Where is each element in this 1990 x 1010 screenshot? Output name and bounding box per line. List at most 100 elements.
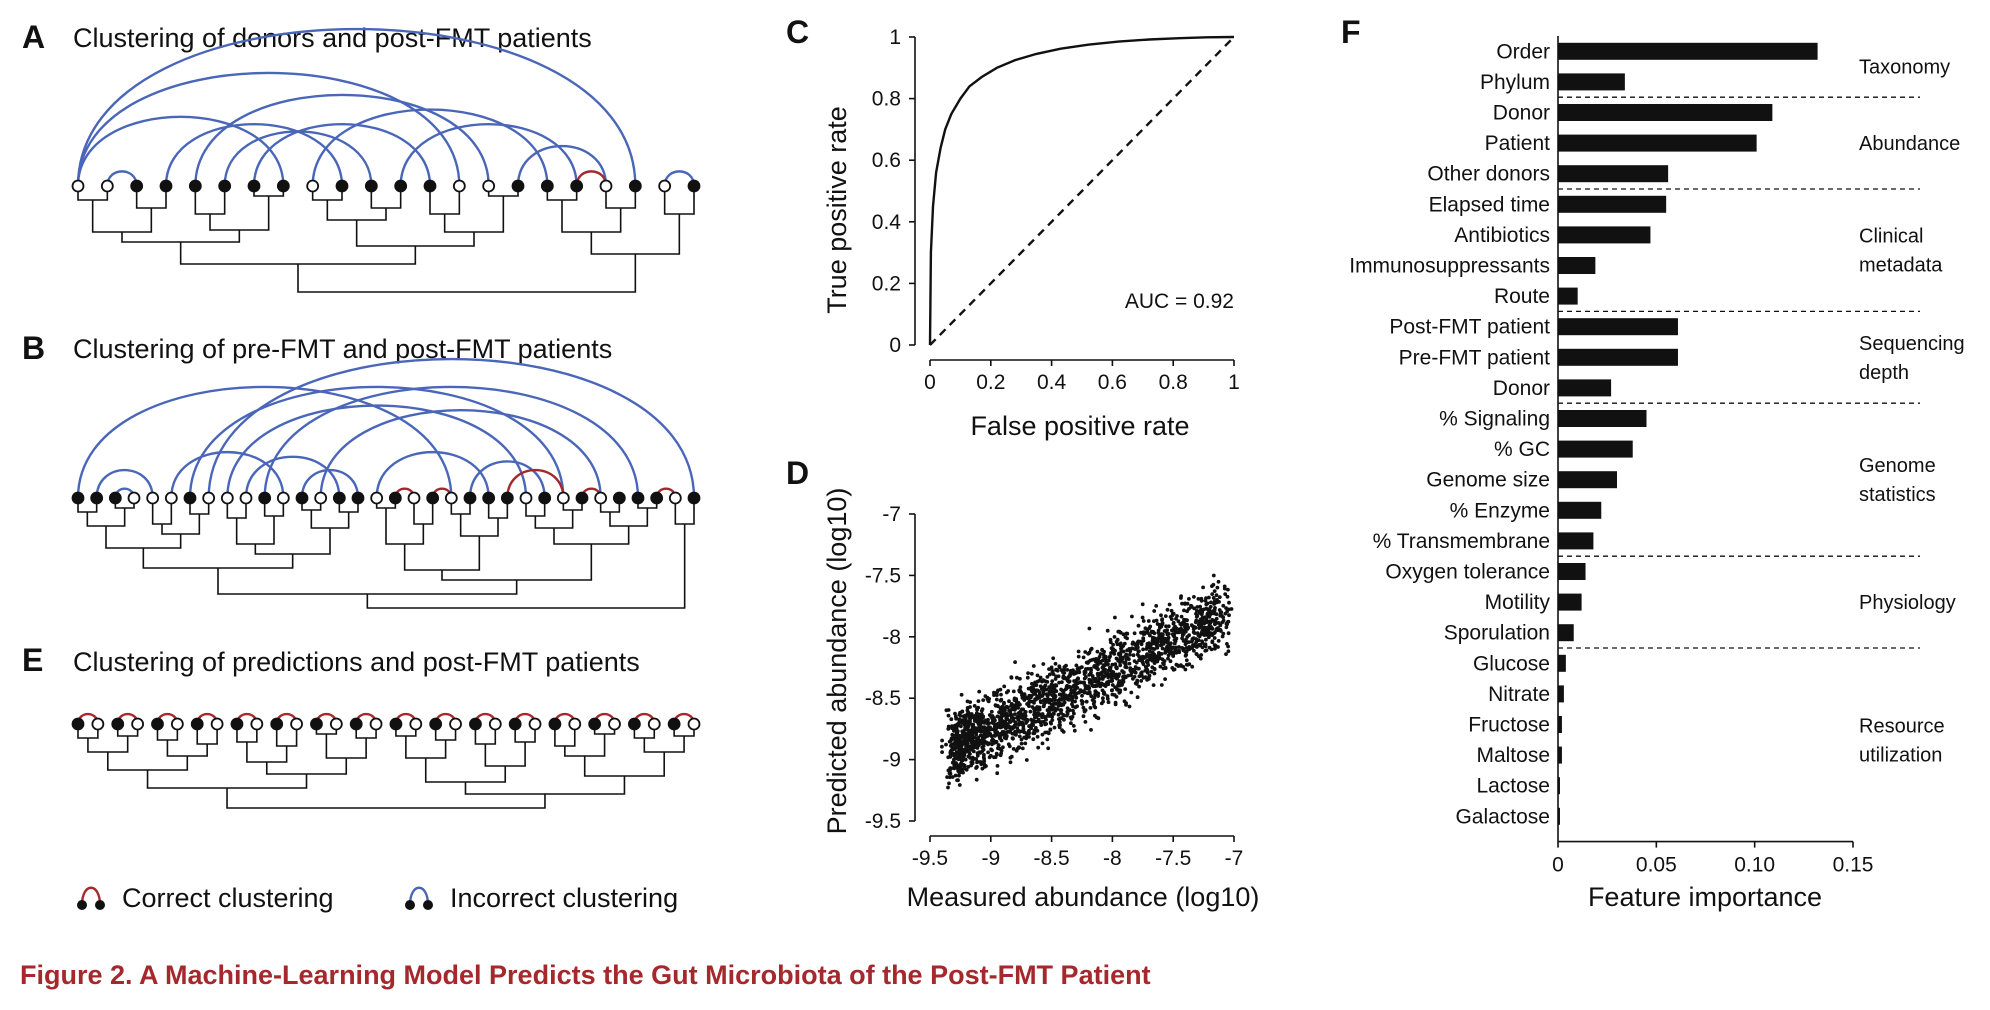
scatter-point <box>959 692 964 697</box>
scatter-point <box>1182 608 1186 613</box>
leaf-node-filled <box>335 179 349 193</box>
scatter-point <box>1129 673 1133 678</box>
scatter-point <box>1187 607 1191 611</box>
legend-node <box>95 900 105 910</box>
scatter-point <box>1144 659 1149 664</box>
x-tick-label: 1 <box>1228 371 1240 394</box>
scatter-point <box>948 775 952 780</box>
scatter-point <box>1001 745 1005 750</box>
scatter-point <box>1226 631 1231 636</box>
scatter-point <box>1225 594 1230 599</box>
scatter-point <box>1107 658 1111 663</box>
scatter-point <box>1057 720 1062 724</box>
leaf-node-open <box>290 717 303 731</box>
scatter-point <box>1187 662 1192 666</box>
scatter-point <box>1112 693 1117 697</box>
scatter-point <box>966 710 971 715</box>
scatter-point <box>1018 709 1023 714</box>
panel-c-axes: 0 0.2 0.4 0.6 0.8 1 0 0.2 0.4 0.6 0.8 1 <box>872 26 1240 394</box>
scatter-point <box>955 752 960 757</box>
feature-label: Genome size <box>1426 469 1550 492</box>
scatter-point <box>947 771 952 776</box>
scatter-point <box>962 728 967 733</box>
incorrect-clustering-arc <box>244 455 341 499</box>
scatter-point <box>1215 598 1219 602</box>
feature-label: Lactose <box>1476 775 1550 798</box>
scatter-point <box>1156 628 1161 633</box>
scatter-point <box>981 729 986 734</box>
scatter-point <box>1170 632 1175 637</box>
group-label: Abundance <box>1859 133 1960 155</box>
scatter-point <box>1152 671 1157 676</box>
scatter-point <box>1027 735 1031 739</box>
scatter-point <box>955 766 960 771</box>
dendrogram-branch <box>217 568 518 595</box>
panel-e-letter: E <box>22 642 43 678</box>
scatter-point <box>1179 594 1183 598</box>
scatter-point <box>1200 615 1205 620</box>
scatter-point <box>1024 758 1029 762</box>
scatter-point <box>975 751 980 755</box>
scatter-point <box>1060 688 1065 693</box>
scatter-point <box>990 737 995 742</box>
scatter-point <box>1159 683 1164 687</box>
scatter-point <box>1124 665 1129 670</box>
scatter-point <box>1083 670 1088 674</box>
scatter-point <box>1076 690 1081 695</box>
scatter-point <box>1118 663 1123 668</box>
dendrogram-branch <box>297 254 637 293</box>
scatter-point <box>1102 690 1106 695</box>
scatter-point <box>1195 609 1199 613</box>
scatter-point <box>1133 647 1138 651</box>
scatter-point <box>1051 701 1056 706</box>
scatter-point <box>945 775 949 779</box>
scatter-point <box>951 751 956 756</box>
scatter-point <box>1037 707 1042 712</box>
scatter-point <box>1093 713 1097 718</box>
dendrogram-branch <box>590 214 681 255</box>
scatter-point <box>1159 613 1163 618</box>
scatter-point <box>1227 600 1231 605</box>
scatter-point <box>1207 623 1212 628</box>
scatter-point <box>1157 651 1161 655</box>
scatter-point <box>1166 656 1170 661</box>
feature-bar <box>1558 685 1564 703</box>
scatter-point <box>1192 595 1196 599</box>
feature-label: Post-FMT patient <box>1389 316 1550 339</box>
scatter-point <box>996 714 1000 719</box>
scatter-point <box>1008 760 1013 765</box>
scatter-point <box>957 733 962 738</box>
scatter-point <box>993 729 998 734</box>
scatter-point <box>1107 679 1111 684</box>
leaf-node-filled <box>270 717 284 731</box>
scatter-point <box>1058 708 1063 712</box>
incorrect-clustering-arc <box>223 130 373 187</box>
scatter-point <box>1166 624 1171 629</box>
scatter-point <box>991 721 995 725</box>
y-tick-label: 0.4 <box>872 211 902 234</box>
leaf-node-open <box>407 491 421 505</box>
scatter-point <box>1031 664 1036 668</box>
feature-bar <box>1558 348 1678 366</box>
panel-c: C False positive rate True positive rate… <box>786 14 1240 441</box>
scatter-point <box>1038 675 1043 680</box>
leaf-node-filled <box>218 179 232 193</box>
scatter-point <box>1187 633 1191 638</box>
group-label: metadata <box>1859 255 1943 277</box>
x-tick-label: -9 <box>981 847 1000 870</box>
scatter-point <box>1106 662 1110 667</box>
panel-d-ylabel: Predicted abundance (log10) <box>822 488 852 835</box>
scatter-point <box>1139 630 1143 635</box>
scatter-point <box>1036 745 1041 750</box>
leaf-node-open <box>369 717 383 731</box>
legend-arc <box>408 886 430 906</box>
scatter-point <box>1020 696 1025 700</box>
scatter-point <box>989 714 994 719</box>
scatter-point <box>1171 654 1176 658</box>
leaf-node-open <box>100 179 114 193</box>
scatter-point <box>1074 663 1079 668</box>
scatter-point <box>1052 725 1057 730</box>
leaf-node-open <box>528 717 542 731</box>
leaf-node-open <box>314 491 328 505</box>
scatter-point <box>1004 734 1009 738</box>
